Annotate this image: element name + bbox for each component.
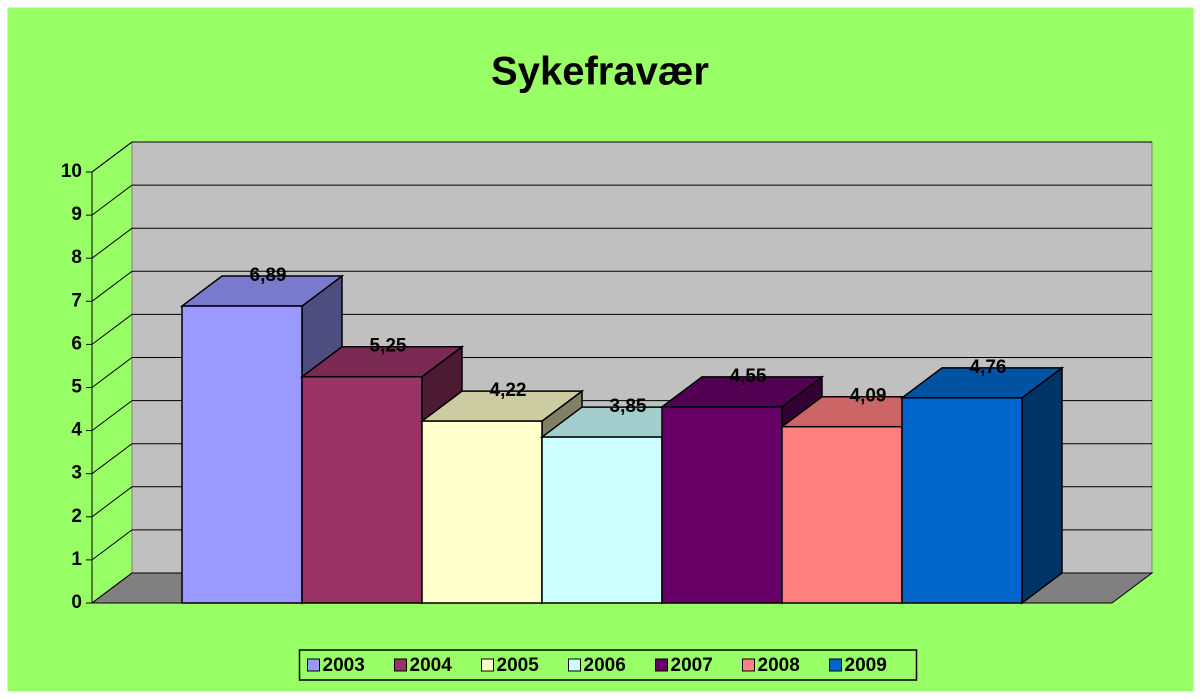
legend-swatch [655,658,668,672]
grid-line [91,184,133,216]
legend-label: 2006 [584,655,626,676]
y-tick-label: 4 [71,420,82,441]
legend-box [298,649,918,681]
y-tick-label: 3 [71,463,82,484]
bar [661,406,783,604]
grid-line [91,313,133,345]
bar-side [1021,366,1063,605]
legend-label: 2008 [758,655,800,676]
grid-line [91,227,133,259]
bar [781,425,903,604]
data-label: 3,85 [610,396,647,417]
data-label: 4,09 [850,386,887,407]
grid-line [91,443,133,475]
legend-swatch [307,658,320,672]
grid-line [91,529,133,561]
legend-swatch [394,658,407,672]
legend-swatch [481,658,494,672]
bar [421,420,543,604]
y-tick-label: 6 [71,333,82,354]
legend-label: 2005 [497,655,540,676]
bar [901,397,1023,604]
legend-swatch [829,658,842,672]
y-axis-top [91,141,133,173]
data-label: 4,22 [490,380,527,401]
grid-line [91,270,133,302]
y-tick-label: 10 [61,161,82,182]
legend-label: 2004 [410,655,453,676]
y-tick-label: 0 [71,592,82,613]
bar [541,436,663,604]
y-tick-label: 1 [71,549,82,570]
data-label: 4,76 [970,357,1007,378]
legend-swatch [742,658,755,672]
grid-line [91,357,133,388]
chart-title: Sykefravær [491,50,709,94]
grid-line [91,572,133,604]
y-tick-label: 5 [71,377,82,398]
grid-line [91,486,133,518]
legend-label: 2003 [323,655,365,676]
legend-swatch [568,658,581,672]
y-tick-label: 2 [71,506,82,527]
legend-label: 2007 [671,655,713,676]
y-tick-label: 9 [71,204,82,225]
data-label: 6,89 [250,265,287,286]
legend-label: 2009 [845,655,887,676]
data-label: 4,55 [730,366,767,387]
grid-line [91,400,133,432]
bar [181,305,303,604]
y-tick-label: 7 [71,290,82,311]
legend: 2003 2004 2005 2006 2007 2008 2009 [298,649,918,681]
data-label: 5,25 [370,336,407,357]
bar [301,375,423,604]
y-tick-label: 8 [71,247,82,268]
